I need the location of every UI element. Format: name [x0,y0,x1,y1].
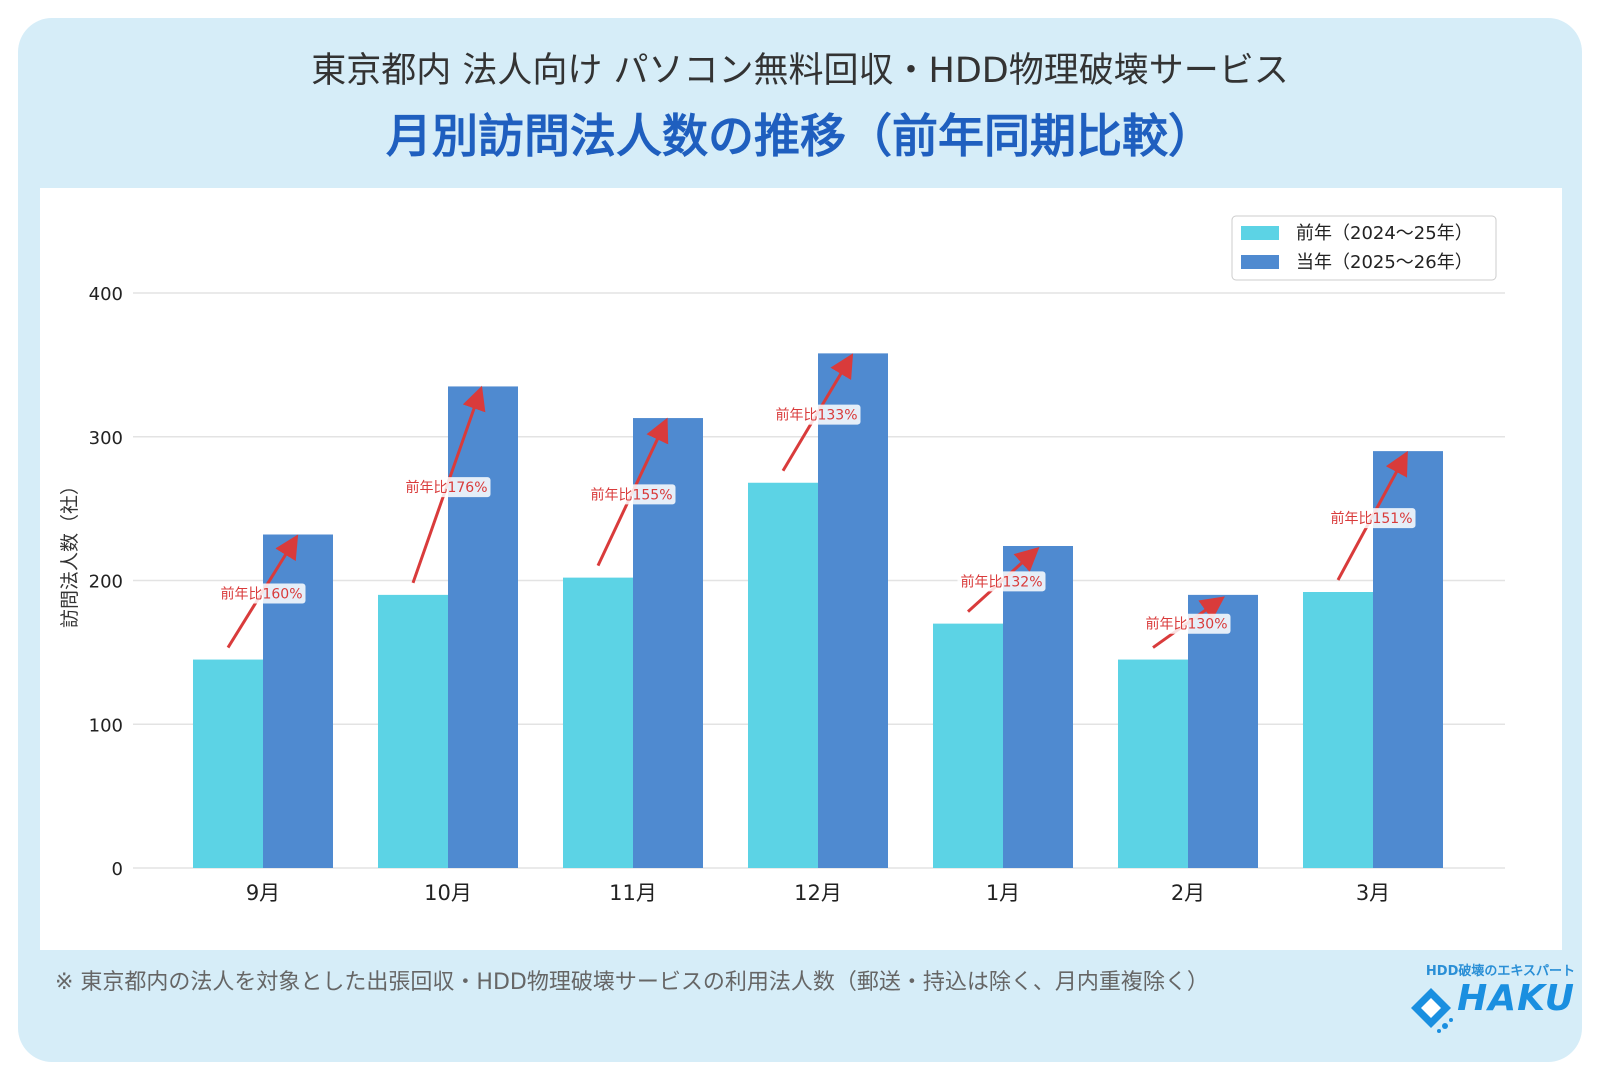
yoy-label-bg [1327,508,1416,529]
x-tick-label: 9月 [246,881,280,905]
bar-prev-year [563,577,633,868]
footnote: ※ 東京都内の法人を対象とした出張回収・HDD物理破壊サービスの利用法人数（郵送… [55,970,1209,995]
bar-prev-year [1303,592,1373,868]
legend-swatch [1241,226,1279,240]
chart-title: 月別訪問法人数の推移（前年同期比較） [386,109,1214,163]
yoy-label: 前年比155% [590,486,672,503]
legend-box [1231,215,1497,281]
yoy-label: 前年比133% [775,407,857,424]
y-tick-label: 200 [89,572,123,593]
bar-prev-year [193,659,263,868]
yoy-label: 前年比132% [960,573,1042,590]
bar-prev-year [748,482,818,868]
legend: 前年（2024〜25年） 当年（2025〜26年） [1231,215,1497,281]
x-tick-label: 1月 [986,881,1020,905]
x-tick-label: 2月 [1171,881,1205,905]
bars [193,353,1443,868]
bar-prev-year [1118,659,1188,868]
yoy-label: 前年比176% [405,479,487,496]
bar-curr-year [818,353,888,868]
brand-logo: HDD破壊のエキスパート HAKU [1405,958,1575,1038]
yoy-label-bg [1142,613,1231,634]
bar-curr-year [448,386,518,868]
brand-tagline: HDD破壊のエキスパート [1425,964,1575,979]
y-tick-label: 0 [112,859,123,880]
yoy-label-bg [587,484,676,505]
yoy-label: 前年比130% [1145,616,1227,633]
y-tick-label: 300 [89,428,123,449]
bar-prev-year [378,594,448,868]
yoy-label: 前年比151% [1330,510,1412,527]
yoy-label: 前年比160% [220,586,302,603]
yoy-label-bg [217,583,306,604]
yoy-arrows: 前年比160% 前年比176% 前年比155% 前年比133% 前年比132% 前年比13… [217,353,1416,649]
x-tick-label: 11月 [609,881,657,905]
x-tick-label: 3月 [1356,881,1390,905]
bar-curr-year [1188,594,1258,868]
legend-label: 当年（2025〜26年） [1296,252,1473,273]
bar-prev-year [933,623,1003,868]
yoy-label-bg [402,477,491,498]
haku-logo-icon [1411,988,1453,1033]
x-tick-label: 12月 [794,881,842,905]
y-axis-label: 訪問法人数（社） [59,476,81,628]
y-tick-label: 100 [89,715,123,736]
legend-swatch [1241,255,1279,269]
y-tick-label: 400 [89,284,123,305]
legend-label: 前年（2024〜25年） [1296,223,1473,244]
brand-name: HAKU [1457,978,1575,1019]
x-tick-label: 10月 [424,881,472,905]
tick-labels: 0 100 200 300 400 9月 10月 11月 12月 1月 2月 3月 [89,284,1391,905]
yoy-label-bg [957,571,1046,592]
yoy-label-bg [772,404,861,425]
chart-subtitle: 東京都内 法人向け パソコン無料回収・HDD物理破壊サービス [311,51,1289,91]
bar-curr-year [1003,546,1073,868]
